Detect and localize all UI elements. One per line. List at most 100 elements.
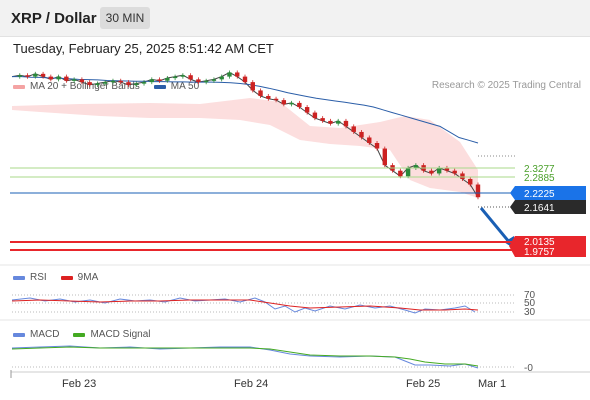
last-price-badge: [515, 200, 586, 214]
candle-body: [444, 167, 450, 171]
legend-swatch-rsi-ma: [60, 275, 73, 280]
candle-body: [219, 76, 224, 80]
bollinger-band: [12, 98, 478, 198]
rsi-label-50: 50: [524, 298, 536, 309]
candle-body: [266, 95, 271, 99]
symbol-title: XRP / Dollar: [11, 10, 97, 27]
candle-body: [242, 76, 248, 83]
legend-swatch-ma50: [153, 84, 166, 89]
candle-body: [110, 80, 116, 83]
candle-body: [367, 137, 372, 144]
candle-body: [141, 82, 147, 84]
legend-label-macd: MACD: [30, 329, 60, 340]
candle-body: [320, 118, 325, 121]
candle-body: [196, 79, 201, 83]
macd-line: [11, 345, 479, 369]
legend-swatch-macd: [13, 332, 25, 337]
legend-main: MA 20 + Bollinger Bands MA 50: [13, 81, 199, 92]
candle-body: [203, 80, 209, 83]
candle-body: [475, 184, 481, 198]
candle-body: [48, 76, 54, 80]
candle-body: [297, 102, 302, 108]
candle-body: [405, 167, 411, 177]
pivot-badge: [515, 186, 586, 200]
x-label-feb24: Feb 24: [234, 378, 268, 390]
candle-body: [64, 76, 69, 81]
candle-body: [33, 73, 38, 77]
candle-body: [273, 98, 279, 101]
support-badge-arrow: [509, 236, 515, 257]
candle-body: [413, 165, 419, 168]
macd-signal-line: [11, 346, 479, 367]
candle-body: [304, 107, 310, 113]
candle-body: [468, 178, 473, 185]
candle-body: [95, 83, 100, 86]
candle-body: [134, 83, 139, 86]
candle-body: [56, 76, 61, 80]
candle-body: [281, 100, 287, 105]
x-label-feb25: Feb 25: [406, 378, 440, 390]
candle-body: [17, 75, 22, 77]
last-price-badge-arrow: [510, 200, 515, 214]
support-badge-2: [515, 245, 586, 257]
x-label-feb23: Feb 23: [62, 378, 96, 390]
candle-body: [180, 75, 186, 77]
rsi-label-30: 30: [524, 307, 536, 318]
candle-body: [312, 112, 318, 119]
resistance-label-1: 2.3277: [524, 164, 555, 175]
candle-body: [328, 120, 333, 124]
candle-body: [351, 126, 356, 132]
legend-label-ma20: MA 20 + Bollinger Bands: [30, 81, 140, 92]
candle-body: [398, 170, 403, 177]
support-badge-1: [515, 236, 586, 245]
macd-label-zero: -0: [524, 363, 533, 374]
legend-swatch-rsi: [13, 275, 25, 280]
candle-body: [40, 73, 46, 77]
legend-rsi: RSI 9MA: [13, 272, 98, 283]
rsi-label-70: 70: [524, 290, 536, 301]
legend-macd: MACD MACD Signal: [13, 329, 150, 340]
legend-label-rsi-ma: 9MA: [77, 272, 99, 283]
last-price-label: 2.1641: [524, 203, 555, 214]
timestamp: Tuesday, February 25, 2025 8:51:42 AM CE…: [13, 41, 274, 56]
candle-body: [103, 82, 108, 84]
interval-button[interactable]: 30 MIN: [100, 7, 150, 29]
candle-body: [452, 170, 457, 174]
candle-body: [157, 79, 162, 81]
candle-body: [429, 170, 434, 174]
pivot-label: 2.2225: [524, 189, 555, 200]
candle-body: [382, 148, 387, 166]
candle-body: [165, 77, 170, 81]
legend-label-ma50: MA 50: [170, 81, 200, 92]
candle-body: [250, 82, 255, 91]
candle-body: [258, 90, 263, 96]
candle-body: [149, 79, 154, 83]
candle-body: [79, 79, 85, 83]
candle-body: [118, 80, 123, 83]
support-label-1: 2.0135: [524, 237, 555, 248]
forecast-arrow-line: [479, 207, 512, 244]
candle-body: [460, 173, 465, 179]
chart-header: XRP / Dollar 30 MIN: [0, 0, 590, 37]
candle-body: [87, 82, 92, 85]
candle-body: [235, 72, 240, 77]
candle-body: [25, 75, 30, 77]
candle-body: [172, 76, 178, 79]
candle-body: [289, 102, 294, 105]
support-label-2: 1.9757: [524, 247, 555, 258]
resistance-label-2: 2.2885: [524, 173, 555, 184]
candle-body: [227, 72, 232, 77]
candle-body: [374, 143, 380, 149]
candle-body: [211, 79, 217, 81]
candle-body: [436, 167, 442, 174]
candle-body: [188, 75, 193, 80]
x-label-mar1: Mar 1: [478, 378, 506, 390]
legend-label-rsi: RSI: [30, 272, 47, 283]
legend-label-macd-signal: MACD Signal: [90, 329, 151, 340]
candle-body: [359, 131, 364, 138]
candles: [17, 70, 481, 200]
rsi-ma-line: [11, 299, 479, 311]
candle-body: [343, 120, 349, 127]
legend-swatch-macd-signal: [73, 332, 86, 337]
